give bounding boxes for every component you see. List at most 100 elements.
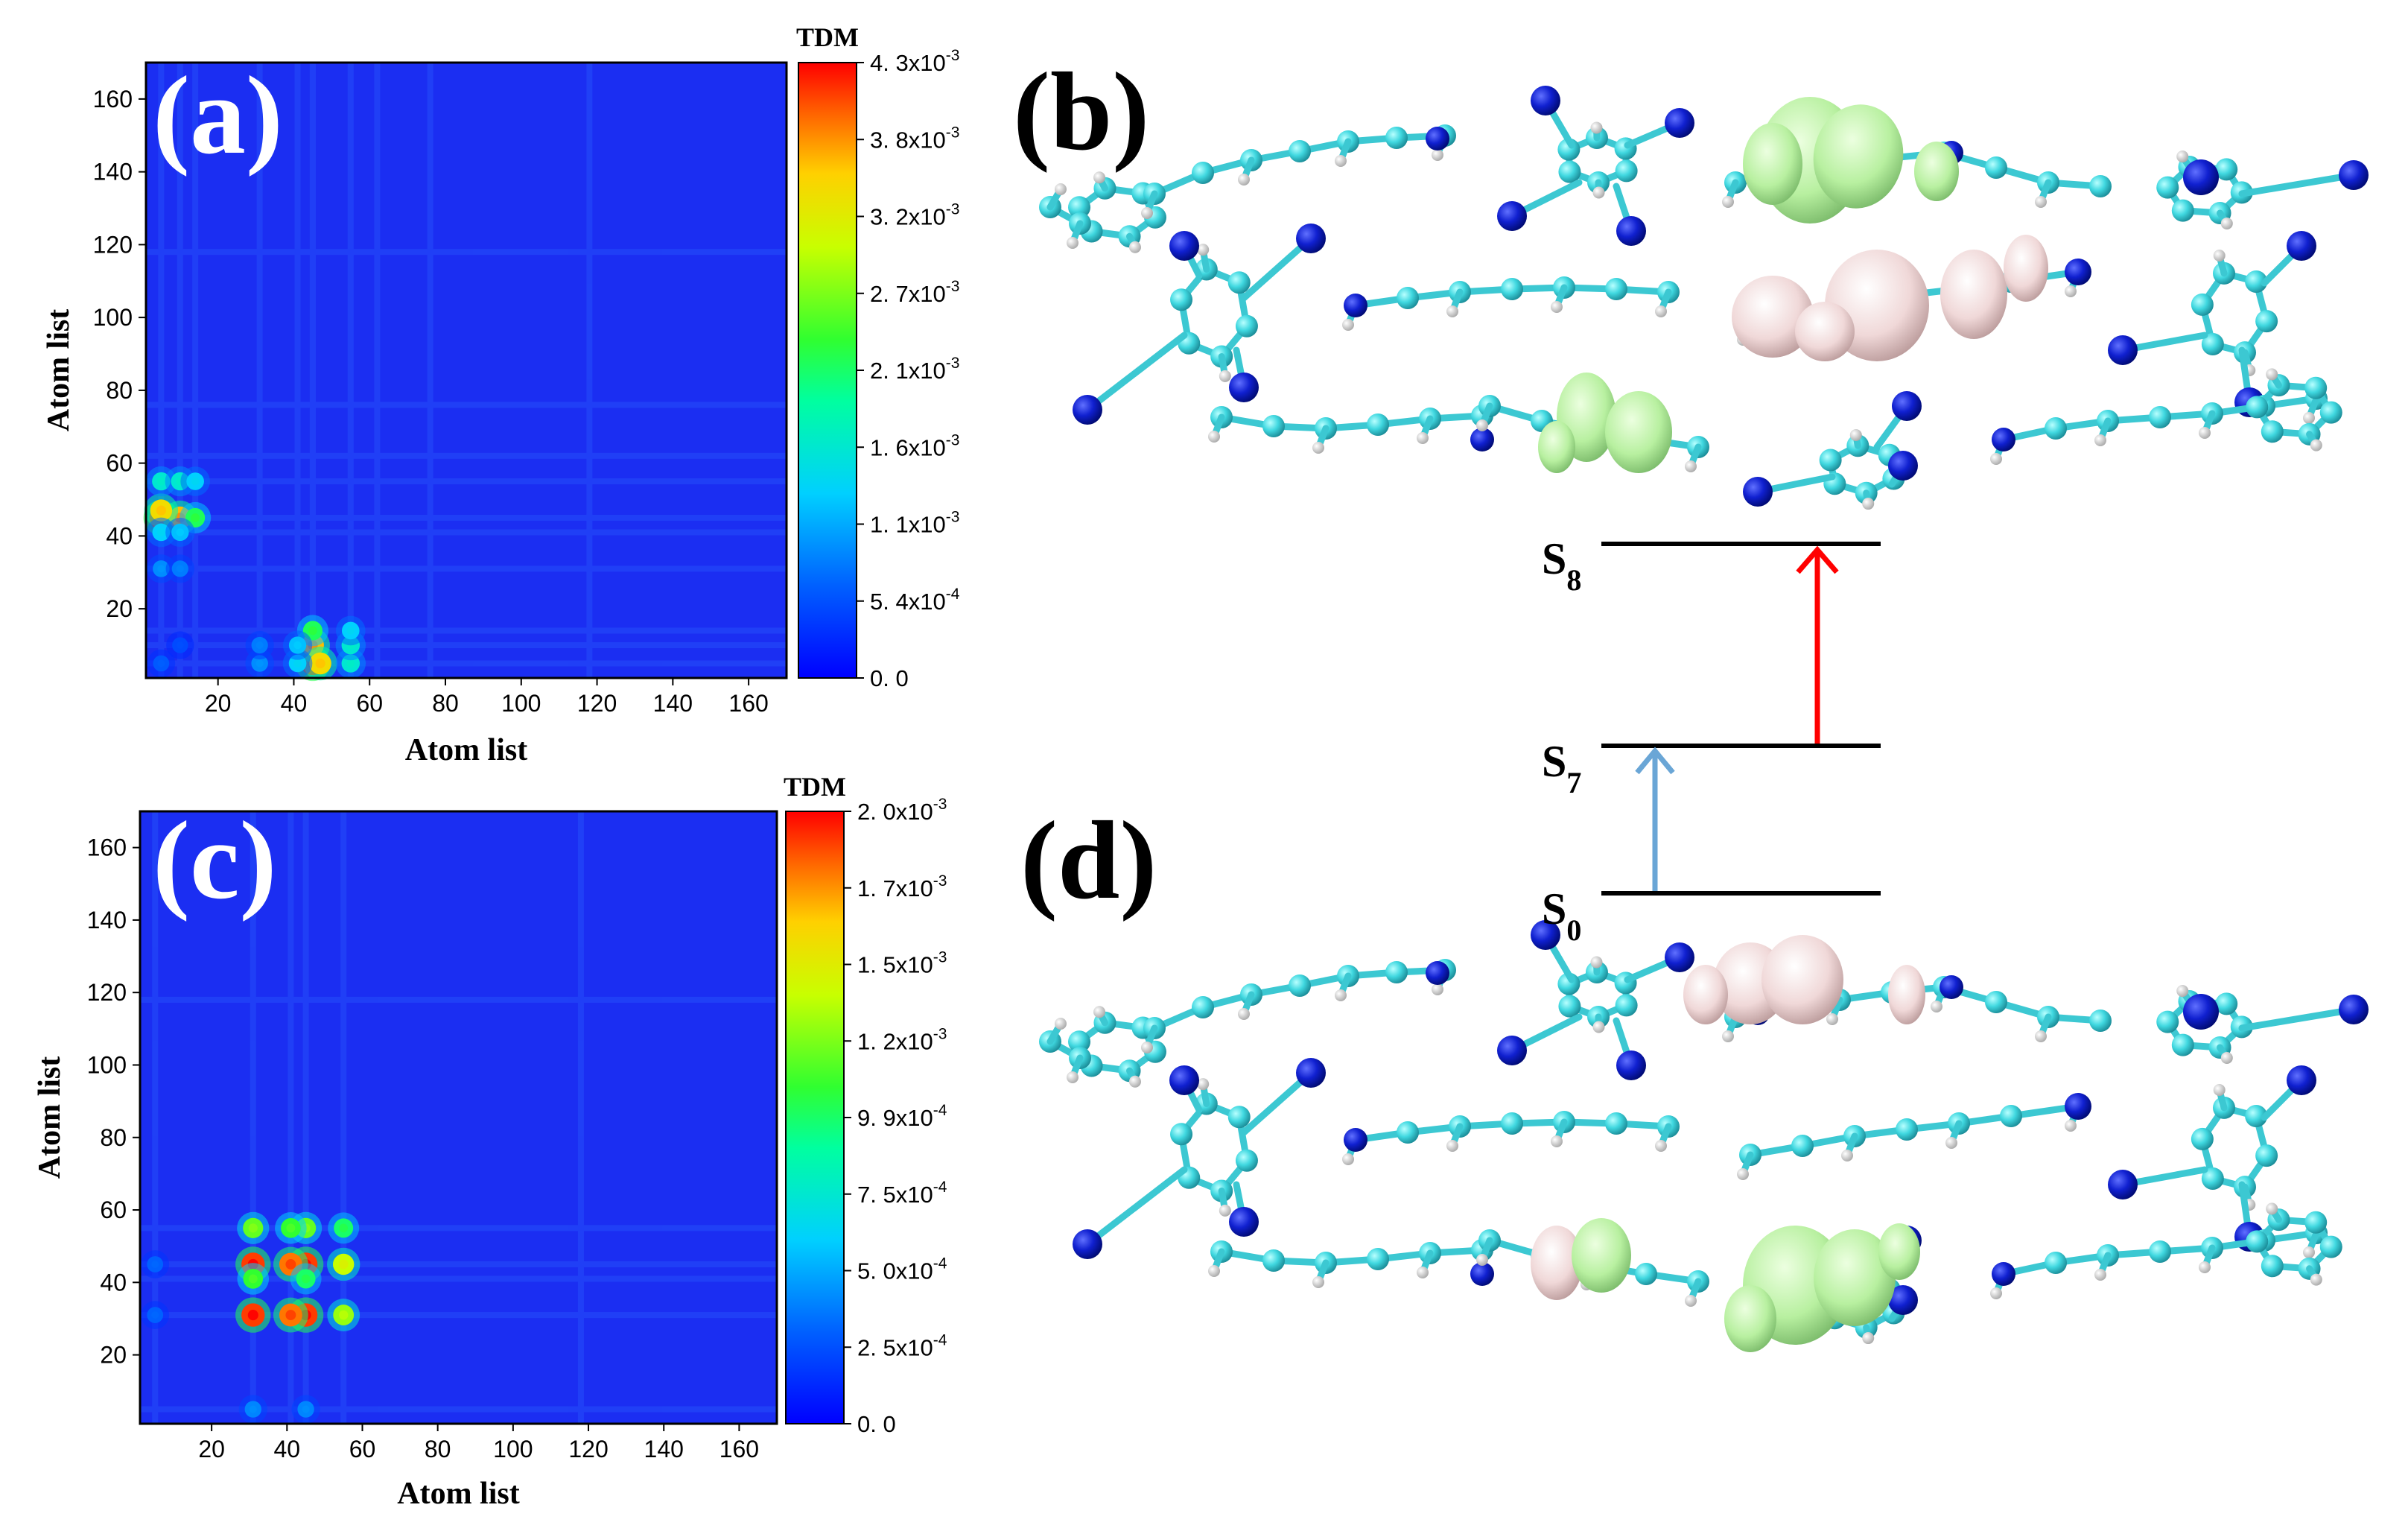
heatmap-cell-core bbox=[176, 565, 184, 573]
carbon-atom bbox=[1791, 1135, 1814, 1157]
heatmap-band bbox=[146, 402, 787, 408]
heatmap-cell-core bbox=[308, 626, 317, 636]
hydrogen-atom bbox=[1342, 319, 1354, 331]
hydrogen-atom bbox=[2310, 1273, 2322, 1286]
x-tick-label: 120 bbox=[568, 1436, 608, 1462]
nitrogen-atom bbox=[2065, 1093, 2091, 1120]
panel-label-d: (d) bbox=[1020, 799, 1157, 922]
state-label-s7: S7 bbox=[1542, 737, 1581, 799]
heatmap-band bbox=[250, 811, 256, 1424]
heatmap-faint-bands bbox=[146, 63, 787, 678]
colorbar-title: TDM bbox=[784, 772, 846, 802]
hydrogen-atom bbox=[1141, 1042, 1153, 1053]
heatmap-band bbox=[146, 627, 787, 634]
y-tick-label: 140 bbox=[93, 159, 133, 186]
colorbar-tick-label: 0. 0 bbox=[870, 665, 909, 691]
carbon-atom bbox=[1068, 196, 1091, 219]
nitrogen-atom bbox=[2183, 159, 2219, 195]
hydrogen-atom bbox=[1849, 428, 1862, 441]
nitrogen-atom bbox=[1892, 391, 1922, 421]
y-tick-label: 160 bbox=[87, 834, 127, 861]
nitrogen-atom bbox=[1665, 108, 1694, 138]
hydrogen-atom bbox=[1590, 956, 1603, 969]
heatmap-cell-core bbox=[315, 658, 325, 669]
heatmap-cell-core bbox=[346, 627, 355, 635]
hydrogen-atom bbox=[2213, 1084, 2226, 1097]
colorbar-tick-label: 1. 6x10-3 bbox=[870, 431, 959, 460]
x-tick-label: 120 bbox=[577, 690, 617, 717]
hydrogen-atom bbox=[1055, 1018, 1067, 1030]
carbon-atom bbox=[2246, 396, 2269, 419]
nitrogen-atom bbox=[2108, 335, 2138, 365]
hydrogen-atom bbox=[2176, 150, 2189, 163]
orbital-lobe-pink bbox=[1683, 965, 1728, 1024]
y-tick-label: 60 bbox=[106, 450, 133, 477]
y-tick-label: 40 bbox=[106, 522, 133, 549]
colorbar-gradient bbox=[785, 811, 845, 1424]
y-tick-label: 100 bbox=[87, 1051, 127, 1078]
carbon-atom bbox=[1605, 278, 1627, 300]
heatmap-cell-core bbox=[191, 477, 200, 486]
hydrogen-atom bbox=[1067, 237, 1078, 249]
hydrogen-atom bbox=[1197, 1078, 1210, 1091]
transition-arrow-s7-s8 bbox=[1796, 545, 1839, 744]
hydrogen-atom bbox=[1067, 1071, 1078, 1083]
colorbar-tick-exponent: -3 bbox=[933, 796, 947, 813]
colorbar-tick-label: 2. 0x10-3 bbox=[857, 796, 947, 825]
nitrogen-atom bbox=[1426, 127, 1449, 150]
carbon-atom bbox=[2215, 992, 2238, 1015]
carbon-atom bbox=[2304, 1211, 2328, 1234]
hydrogen-atom bbox=[1417, 432, 1429, 444]
hydrogen-atom bbox=[2266, 1202, 2278, 1215]
orbital-lobe-pink bbox=[1888, 965, 1925, 1024]
colorbar-tick-label: 7. 5x10-4 bbox=[857, 1179, 947, 1208]
y-tick-label: 140 bbox=[87, 907, 127, 934]
colorbar-tick-exponent: -3 bbox=[946, 47, 960, 64]
colorbar-tick-exponent: -3 bbox=[946, 124, 960, 141]
nitrogen-atom bbox=[2287, 231, 2316, 261]
hydrogen-atom bbox=[1990, 1287, 2002, 1299]
orbital-lobe-green bbox=[1743, 123, 1802, 205]
carbon-atom bbox=[1367, 1248, 1389, 1270]
heatmap-cell-core bbox=[285, 1310, 296, 1321]
bond bbox=[1084, 332, 1188, 413]
hydrogen-atom bbox=[1141, 207, 1153, 219]
bond bbox=[1240, 1069, 1315, 1136]
heatmap-cell-core bbox=[247, 1310, 258, 1321]
hydrogen-atom bbox=[1208, 431, 1220, 443]
state-label-s0: S0 bbox=[1542, 884, 1581, 947]
heatmap-cell-core bbox=[293, 659, 302, 668]
carbon-atom bbox=[1227, 1106, 1251, 1129]
y-tick-label: 100 bbox=[93, 304, 133, 331]
heatmap-band bbox=[146, 478, 787, 485]
carbon-atom bbox=[1615, 159, 1638, 183]
nitrogen-atom bbox=[1497, 201, 1527, 231]
nitrogen-atom bbox=[1229, 1207, 1259, 1237]
colorbar-tick-label: 1. 1x10-3 bbox=[870, 509, 959, 538]
carbon-atom bbox=[2201, 1167, 2224, 1190]
colorbar-tick-label: 5. 0x10-4 bbox=[857, 1255, 947, 1284]
y-tick-label: 60 bbox=[100, 1197, 127, 1223]
carbon-atom bbox=[2245, 270, 2268, 294]
hydrogen-atom bbox=[1551, 301, 1563, 313]
orbital-lobe-green bbox=[1605, 391, 1672, 473]
colorbar-tick-label: 2. 5x10-4 bbox=[857, 1331, 947, 1360]
colorbar-tick-label: 9. 9x10-4 bbox=[857, 1102, 947, 1131]
heatmap-band bbox=[140, 1261, 777, 1267]
heatmap-cell-core bbox=[157, 659, 165, 668]
carbon-atom bbox=[2171, 199, 2194, 222]
heatmap-cell-core bbox=[176, 641, 184, 649]
x-tick-label: 20 bbox=[205, 690, 232, 717]
nitrogen-atom bbox=[1229, 373, 1259, 402]
y-tick-label: 120 bbox=[87, 979, 127, 1006]
colorbar-tick-label: 3. 2x10-3 bbox=[870, 201, 959, 230]
orbital-lobe-green bbox=[1814, 1229, 1896, 1326]
orbital-lobe-green bbox=[1538, 421, 1575, 473]
hydrogen-atom bbox=[1862, 498, 1875, 510]
nitrogen-atom bbox=[1169, 231, 1199, 261]
hydrogen-atom bbox=[2220, 1051, 2233, 1064]
nitrogen-atom bbox=[1169, 1065, 1199, 1095]
heatmap-band bbox=[288, 811, 294, 1424]
heatmap-band bbox=[158, 63, 165, 678]
